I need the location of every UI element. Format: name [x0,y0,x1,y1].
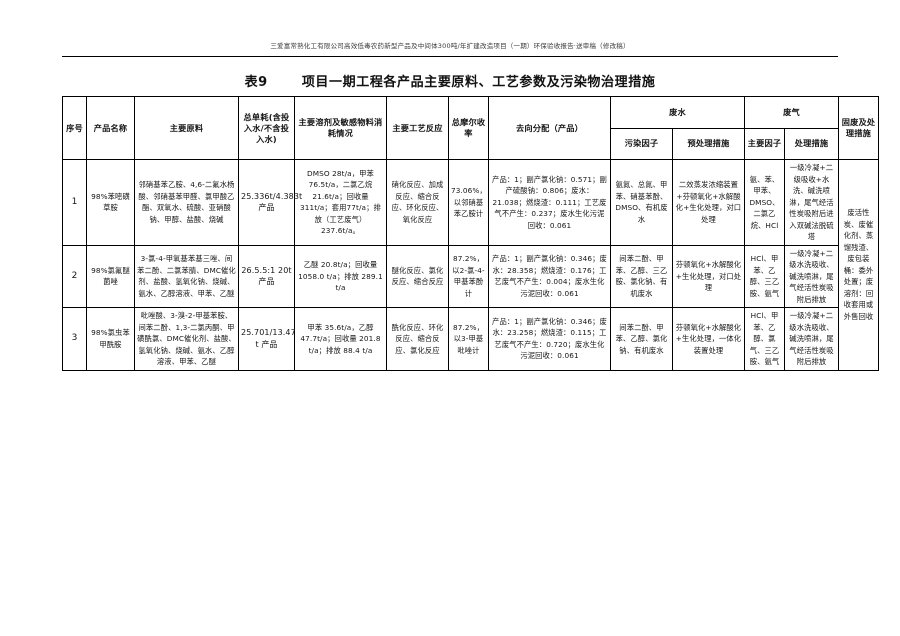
cell-index: 3 [62,307,87,371]
cell-product-name: 98%氯虫苯甲酰胺 [86,307,135,371]
cell-waste-gas-treatment: 一级冷凝+二级水洗吸收、碱洗喷淋，尾气经活性炭吸附后排放 [784,244,839,308]
table-header: 序号 产品名称 主要原料 总单耗(含投入水/不含投入水) 主要溶剂及敏感物料消耗… [62,96,879,160]
cell-solid-waste: 废活性炭、废催化剂、蒸馏残渣、废包装桶：委外处置；废溶剂：回收套用或外售回收 [838,159,879,371]
cell-main-raw-materials: 邻硝基苯乙胺、4,6-二氟水杨酸、邻硝基苯甲醛、氯甲酸乙酯、双氧水、硫酸、亚硝酸… [134,159,239,246]
col-header-total-molar-yield: 总摩尔收率 [448,96,489,160]
cell-solvent-sensitive-material: DMSO 28t/a，甲苯76.5t/a，二氯乙烷21.6t/a；回收量311t… [294,159,387,246]
cell-index: 2 [62,244,87,308]
col-header-solvent-sensitive-material: 主要溶剂及敏感物料消耗情况 [294,96,387,160]
cell-waste-water-pretreatment: 芬顿氧化+水解酸化+生化处理，对口处理 [672,244,745,308]
col-header-waste-water-pretreatment: 预处理措施 [672,127,745,160]
table-row: 3 98%氯虫苯甲酰胺 吡唑酸、3-溴-2-甲基苯胺、间苯二酚、1,3-二氯丙酮… [62,307,879,371]
cell-waste-gas-treatment: 一级冷凝+二级水洗吸收、碱洗喷淋，尾气经活性炭吸附后排放 [784,307,839,371]
col-header-waste-gas: 废气 [744,96,839,129]
col-header-total-unit-consumption: 总单耗(含投入水/不含投入水) [238,96,295,160]
col-header-index: 序号 [62,96,87,160]
table-header-row-1: 序号 产品名称 主要原料 总单耗(含投入水/不含投入水) 主要溶剂及敏感物料消耗… [62,96,879,160]
cell-distribution: 产品：1；副产氯化钠：0.346；废水：23.258；燃烧渣：0.115；工艺废… [488,307,611,371]
col-header-waste-gas-factors: 主要因子 [744,127,785,160]
col-header-product-name: 产品名称 [86,96,135,160]
cell-distribution: 产品：1；副产氯化钠：0.346；废水：28.358；燃烧渣：0.176；工艺废… [488,244,611,308]
cell-main-raw-materials: 3-氯-4-甲氧基苯基三唑、间苯二酚、二氯苯腈、DMC催化剂、盐酸、氢氧化钠、烧… [134,244,239,308]
cell-total-molar-yield: 87.2%，以2-氯-4-甲基苯酚计 [448,244,489,308]
col-header-main-raw-materials: 主要原料 [134,96,239,160]
table-caption-title: 项目一期工程各产品主要原料、工艺参数及污染物治理措施 [301,75,656,90]
product-process-table: 序号 产品名称 主要原料 总单耗(含投入水/不含投入水) 主要溶剂及敏感物料消耗… [62,96,879,371]
cell-waste-water-pollutants: 间苯二酚、甲苯、乙醇、氯化钠、有机废水 [610,307,673,371]
col-header-main-process-reaction: 主要工艺反应 [386,96,449,160]
cell-waste-water-pollutants: 氨氮、总氮、甲苯、硝基苯酚、DMSO、有机废水 [610,159,673,246]
cell-main-process-reaction: 酰化反应、环化反应、缩合反应、氯化反应 [386,307,449,371]
col-header-waste-gas-treatment: 处理措施 [784,127,839,160]
cell-product-name: 98%苯嘧磺草胺 [86,159,135,246]
cell-solvent-sensitive-material: 乙醚 20.8t/a；回收量 1058.0 t/a；排放 289.1 t/a [294,244,387,308]
cell-main-raw-materials: 吡唑酸、3-溴-2-甲基苯胺、间苯二酚、1,3-二氯丙酮、甲磺酰氯、DMC催化剂… [134,307,239,371]
cell-total-unit-consumption: 25.336t/4.383t 产品 [238,159,302,246]
table-caption-number: 表9 [244,75,268,90]
cell-main-process-reaction: 硝化反应、加成反应、缩合反应、环化反应、氧化反应 [386,159,449,246]
col-header-solid-waste: 固废及处理措施 [838,96,879,160]
cell-main-process-reaction: 醚化反应、氯化反应、缩合反应 [386,244,449,308]
cell-waste-water-pretreatment: 二效蒸发浓缩装置+芬顿氧化+水解酸化+生化处理，对口处理 [672,159,745,246]
cell-waste-water-pollutants: 间苯二酚、甲苯、乙醇、三乙胺、氯化钠、有机废水 [610,244,673,308]
cell-waste-gas-treatment: 一级冷凝+二级吸收+水洗、碱洗喷淋，尾气经活性炭吸附后进入双碱法脱硫塔 [784,159,839,246]
table-row: 2 98%氯氟醚菌唑 3-氯-4-甲氧基苯基三唑、间苯二酚、二氯苯腈、DMC催化… [62,244,879,308]
cell-product-name: 98%氯氟醚菌唑 [86,244,135,308]
col-header-distribution: 去向分配（产品） [488,96,611,160]
table-header-row-2: 污染因子 预处理措施 主要因子 处理措施 [63,127,879,160]
table-body: 1 98%苯嘧磺草胺 邻硝基苯乙胺、4,6-二氟水杨酸、邻硝基苯甲醛、氯甲酸乙酯… [62,159,879,371]
cell-waste-gas-factors: HCl、甲苯、乙醇、三乙胺、氨气 [744,244,785,308]
cell-waste-gas-factors: HCl、甲苯、乙醇、氯气、三乙胺、氨气 [744,307,785,371]
cell-total-unit-consumption: 25.701/13.47 t 产品 [238,307,296,371]
cell-index: 1 [62,159,87,246]
running-header: 三爱富常熟化工有限公司高效低毒农药新型产品及中间体300吨/年扩建改造项目（一期… [270,42,630,50]
cell-total-molar-yield: 73.06%，以邻硝基苯乙胺计 [448,159,489,246]
cell-total-unit-consumption: 26.5.5:1 20t 产品 [238,244,295,308]
cell-total-molar-yield: 87.2%，以3-甲基吡唑计 [448,307,489,371]
table-caption: 表9 项目一期工程各产品主要原料、工艺参数及污染物治理措施 [62,71,838,90]
header-rule [62,56,838,57]
cell-solvent-sensitive-material: 甲苯 35.6t/a，乙醇 47.7t/a；回收量 201.8 t/a；排放 8… [294,307,387,371]
col-header-waste-water: 废水 [610,96,745,129]
col-header-waste-water-pollutants: 污染因子 [610,127,673,160]
cell-distribution: 产品：1；副产氯化钠：0.571；副产硫酸钠：0.806；废水：21.038；燃… [488,159,611,246]
table-row: 1 98%苯嘧磺草胺 邻硝基苯乙胺、4,6-二氟水杨酸、邻硝基苯甲醛、氯甲酸乙酯… [62,159,879,371]
cell-waste-water-pretreatment: 芬顿氧化+水解酸化+生化处理，一体化装置处理 [672,307,745,371]
cell-waste-gas-factors: 氨、苯、甲苯、DMSO、二氯乙烷、HCl [744,159,785,246]
